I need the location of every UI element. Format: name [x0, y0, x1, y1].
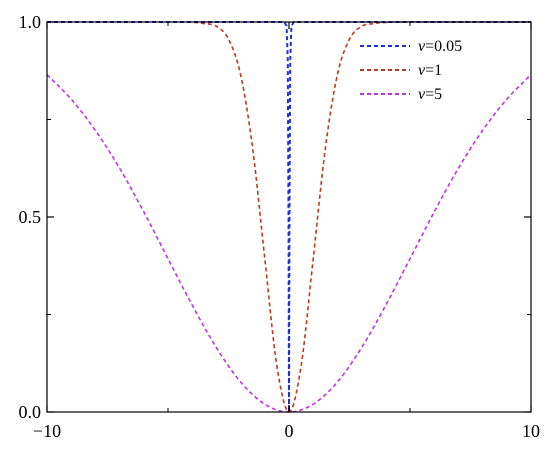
- series-layer: [47, 21, 531, 413]
- legend-label: v=1: [418, 62, 442, 79]
- y-tick-label: 0.0: [19, 402, 42, 422]
- y-tick-label: 1.0: [19, 12, 42, 32]
- x-tick-label: 0: [285, 421, 294, 441]
- legend: v=0.05 v=1 v=5: [360, 38, 462, 103]
- series-line-v-0-05: [47, 21, 531, 413]
- x-tick-label: 10: [522, 421, 540, 441]
- y-tick-label: 0.5: [19, 207, 42, 227]
- x-tick-label: −10: [33, 421, 61, 441]
- legend-label: v=5: [418, 86, 442, 103]
- legend-label: v=0.05: [418, 38, 462, 55]
- ticks-layer: −10 0 10 0.0 0.5 1.0: [19, 12, 541, 441]
